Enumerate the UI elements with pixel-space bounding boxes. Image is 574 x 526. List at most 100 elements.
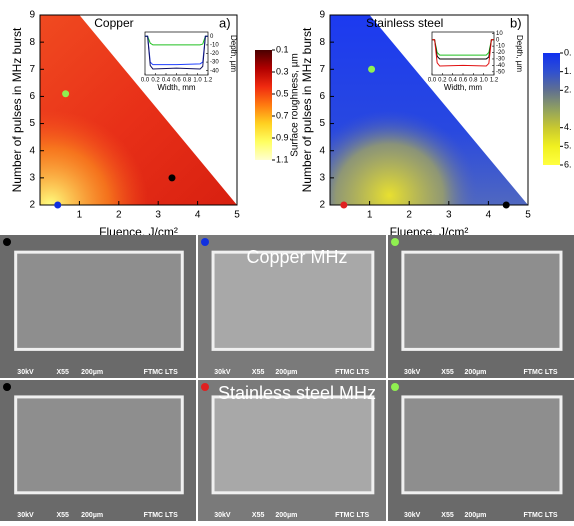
inset-line — [432, 39, 494, 67]
inset-y-tick-label: -10 — [496, 44, 505, 50]
y-tick-label: 6 — [29, 91, 35, 102]
colorbar-tick-label: 5. — [564, 141, 572, 151]
colorbar-tick-label: 4. — [564, 122, 572, 132]
data-point — [54, 201, 62, 209]
sem-footer-text: X55 — [252, 512, 265, 519]
inset-x-tick-label: 0.0 — [428, 78, 437, 84]
data-point — [168, 174, 176, 182]
inset-y-tick-label: -20 — [496, 50, 505, 56]
inset-x-tick-label: 0.6 — [459, 78, 468, 84]
inset-y-tick-label: -30 — [496, 57, 505, 63]
sem-footer-text: FTMC LTS — [335, 369, 369, 376]
inset-y-label: Depth, µm — [515, 35, 524, 72]
heat-region-hot — [330, 15, 528, 205]
y-tick-label: 4 — [319, 145, 325, 156]
plot-frame — [39, 14, 238, 206]
chart-title: Copper — [94, 16, 133, 30]
inset-x-tick-label: 0.8 — [469, 78, 478, 84]
y-axis-label: Number of pulses in MHz burst — [10, 27, 24, 192]
y-tick-label: 9 — [319, 10, 325, 21]
y-tick-label: 2 — [319, 200, 325, 211]
sem-footer-text: FTMC LTS — [144, 369, 178, 376]
inset-y-tick-label: 0 — [210, 34, 214, 40]
y-tick-label: 5 — [29, 118, 35, 129]
inset-x-tick-label: 0.2 — [438, 78, 447, 84]
y-tick-label: 8 — [319, 37, 325, 48]
y-tick-label: 6 — [319, 91, 325, 102]
inset-y-tick-label: -50 — [496, 69, 505, 75]
colorbar-tick-label: 0.1 — [276, 44, 289, 54]
sem-footer-text: FTMC LTS — [144, 512, 178, 519]
sem-crater — [211, 250, 375, 351]
y-tick-label: 2 — [29, 200, 35, 211]
colorbar-tick-label: 1. — [564, 66, 572, 76]
x-tick-label: 2 — [406, 210, 412, 221]
inset-bg — [431, 31, 495, 76]
inset-x-tick-label: 0.2 — [151, 78, 160, 84]
inset-y-tick-label: -40 — [210, 68, 219, 74]
x-tick-label: 5 — [525, 210, 531, 221]
data-point — [340, 201, 348, 209]
sem-footer-text: 30kV — [214, 512, 231, 519]
colorbar-tick-label: 0.7 — [276, 110, 289, 120]
x-tick-label: 3 — [155, 210, 161, 221]
sem-footer-text: 200µm — [81, 369, 103, 376]
inset-x-label: Width, mm — [444, 83, 483, 92]
sem-footer-text: X55 — [441, 512, 454, 519]
sem-marker — [201, 238, 209, 246]
inset-y-label: Depth, µm — [229, 35, 238, 72]
data-point — [502, 201, 510, 209]
sem-crater — [14, 250, 184, 351]
sem-footer-text: X55 — [252, 369, 265, 376]
inset-x-label: Width, mm — [157, 83, 196, 92]
colorbar-tick-label: 0. — [564, 47, 572, 57]
inset-x-tick-label: 0.8 — [183, 78, 192, 84]
inset-y-tick-label: -10 — [210, 42, 219, 48]
x-tick-label: 4 — [486, 210, 492, 221]
y-tick-label: 3 — [319, 172, 325, 183]
data-point — [62, 90, 70, 98]
colorbar — [255, 50, 272, 160]
inset-y-tick-label: -40 — [496, 63, 505, 69]
x-tick-label: 5 — [234, 210, 240, 221]
sem-crater — [211, 395, 375, 495]
sem-footer-text: 200µm — [464, 512, 486, 519]
colorbar-tick-label: 0.5 — [276, 88, 289, 98]
x-tick-label: 4 — [195, 210, 201, 221]
inset-y-tick-label: -30 — [210, 60, 219, 66]
y-tick-label: 7 — [319, 64, 325, 75]
sem-footer-text: FTMC LTS — [335, 512, 369, 519]
y-tick-label: 8 — [29, 37, 35, 48]
inset-x-tick-label: 1.2 — [204, 78, 213, 84]
x-tick-label: 1 — [77, 210, 83, 221]
sem-marker — [391, 383, 399, 391]
inset-x-tick-label: 0.0 — [141, 78, 150, 84]
sem-footer-text: FTMC LTS — [523, 369, 557, 376]
y-tick-label: 5 — [319, 118, 325, 129]
inset-y-tick-label: 10 — [496, 31, 503, 37]
colorbar-tick-label: 0.3 — [276, 66, 289, 76]
colorbar-tick-label: 6. — [564, 159, 572, 169]
inset-line — [145, 35, 208, 70]
sem-footer-text: X55 — [441, 369, 454, 376]
colorbar — [543, 53, 560, 165]
sem-marker — [391, 238, 399, 246]
sem-title: Copper MHz — [246, 247, 347, 267]
colorbar-tick-label: 1.1 — [276, 154, 289, 164]
y-tick-label: 7 — [29, 64, 35, 75]
inset-x-tick-label: 0.4 — [448, 78, 457, 84]
inset-line — [145, 35, 208, 46]
sem-marker — [201, 383, 209, 391]
inset-x-tick-label: 1.2 — [490, 78, 499, 84]
sem-crater — [401, 395, 563, 495]
colorbar-label: Surface roughness, µm — [290, 53, 301, 157]
sem-footer-text: 30kV — [17, 512, 34, 519]
data-point — [368, 65, 376, 73]
sem-marker — [3, 238, 11, 246]
sem-footer-text: 200µm — [275, 512, 297, 519]
sem-footer-text: 200µm — [464, 369, 486, 376]
sem-crater — [401, 250, 563, 351]
inset-x-tick-label: 0.6 — [172, 78, 181, 84]
